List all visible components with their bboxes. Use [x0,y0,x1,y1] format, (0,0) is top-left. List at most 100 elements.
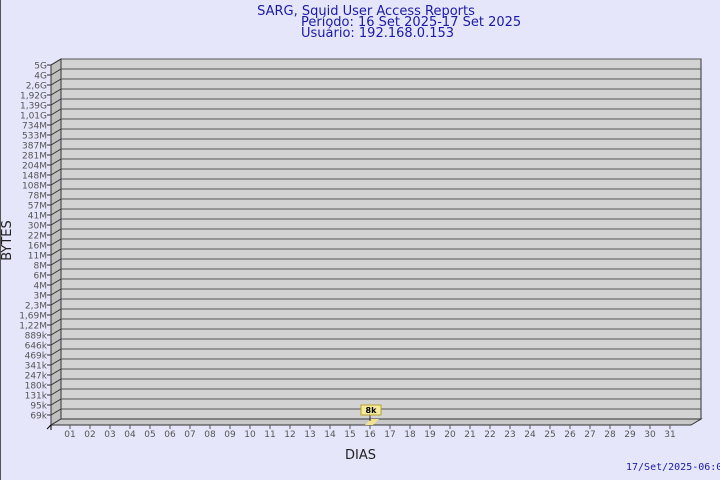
x-tick-label: 31 [664,430,675,440]
y-tick-label: 8M [34,262,48,272]
x-tick-label: 05 [144,430,155,440]
y-tick-label: 22M [28,232,47,242]
y-tick-slant [50,88,62,96]
y-tick-label: 889k [25,332,48,342]
y-tick-label: 108M [22,182,47,192]
x-tick-label: 30 [644,430,656,440]
y-tick-label: 78M [28,192,47,202]
y-tick-label: 247k [25,372,48,382]
y-tick-label: 131k [25,392,48,402]
y-tick-slant [50,208,62,216]
y-tick-slant [50,308,62,316]
y-tick-slant [50,278,62,286]
y-tick-label: 646k [25,342,48,352]
y-tick-label: 1,39G [20,102,47,112]
axis-origin [46,424,52,430]
y-tick-label: 57M [28,202,47,212]
x-tick-label: 04 [124,430,136,440]
y-tick-label: 16M [28,242,47,252]
y-tick-label: 533M [22,132,47,142]
x-tick-label: 01 [64,430,75,440]
x-tick-label: 25 [544,430,555,440]
y-tick-label: 2,6G [26,82,47,92]
y-tick-slant [50,58,62,66]
chart-period: Período: 16 Set 2025-17 Set 2025 [301,15,522,30]
x-tick-label: 29 [624,430,636,440]
chart-user: Usuário: 192.168.0.153 [301,26,455,41]
y-tick-label: 1,69M [19,312,47,322]
x-axis-label: DIAS [345,448,376,463]
x-tick-label: 09 [224,430,236,440]
timestamp: 17/Set/2025-06:00 [626,462,720,473]
x-tick-label: 23 [504,430,515,440]
y-tick-label: 11M [28,252,47,262]
bar-label-box [360,404,382,416]
y-tick-label: 281M [22,152,47,162]
y-tick-slant [50,238,62,246]
x-tick-label: 27 [584,430,595,440]
y-tick-slant [50,298,62,306]
y-tick-label: 41M [28,212,47,222]
y-tick-slant [50,378,62,386]
y-tick-slant [50,408,62,416]
x-tick-label: 28 [604,430,616,440]
y-tick-label: 1,01G [20,112,47,122]
y-tick-slant [50,338,62,346]
x-tick-label: 02 [84,430,95,440]
y-tick-label: 30M [28,222,47,232]
y-tick-label: 6M [34,272,48,282]
y-tick-slant [50,138,62,146]
x-tick-label: 10 [244,430,256,440]
y-tick-label: 204M [22,162,47,172]
y-tick-slant [50,68,62,76]
x-tick-label: 13 [304,430,315,440]
x-tick-label: 07 [184,430,195,440]
y-tick-label: 95k [30,402,47,412]
y-tick-slant [50,158,62,166]
y-tick-label: 4M [34,282,48,292]
y-tick-slant [50,348,62,356]
chart-title: SARG, Squid User Access Reports [257,4,475,19]
y-tick-label: 4G [34,72,47,82]
y-tick-slant [50,128,62,136]
bar-label: 8k [366,406,378,415]
y-tick-slant [50,168,62,176]
y-tick-slant [50,268,62,276]
y-axis-label: BYTES [0,220,15,261]
y-tick-slant [50,78,62,86]
y-tick-slant [50,318,62,326]
y-tick-slant [50,368,62,376]
y-tick-slant [50,228,62,236]
x-tick-label: 12 [284,430,295,440]
x-tick-label: 15 [344,430,355,440]
y-tick-slant [50,188,62,196]
x-tick-label: 18 [404,430,416,440]
bar-day-16 [365,419,379,425]
x-tick-label: 17 [384,430,395,440]
y-tick-label: 1,92G [20,92,47,102]
y-tick-slant [50,248,62,256]
y-tick-slant [50,118,62,126]
y-tick-slant [50,218,62,226]
y-tick-slant [50,198,62,206]
y-tick-label: 469k [25,352,48,362]
x-tick-label: 19 [424,430,436,440]
y-tick-label: 180k [25,382,48,392]
y-tick-slant [50,258,62,266]
x-tick-label: 21 [464,430,475,440]
x-tick-label: 26 [564,430,576,440]
x-tick-label: 14 [324,430,336,440]
y-tick-label: 387M [22,142,47,152]
y-tick-label: 1,22M [19,322,47,332]
y-tick-slant [50,288,62,296]
y-tick-slant [50,148,62,156]
x-tick-label: 16 [364,430,376,440]
x-tick-label: 11 [264,430,275,440]
y-tick-label: 734M [22,122,47,132]
y-tick-label: 148M [22,172,47,182]
y-tick-label: 341k [25,362,48,372]
x-tick-label: 24 [524,430,536,440]
x-tick-label: 03 [104,430,115,440]
